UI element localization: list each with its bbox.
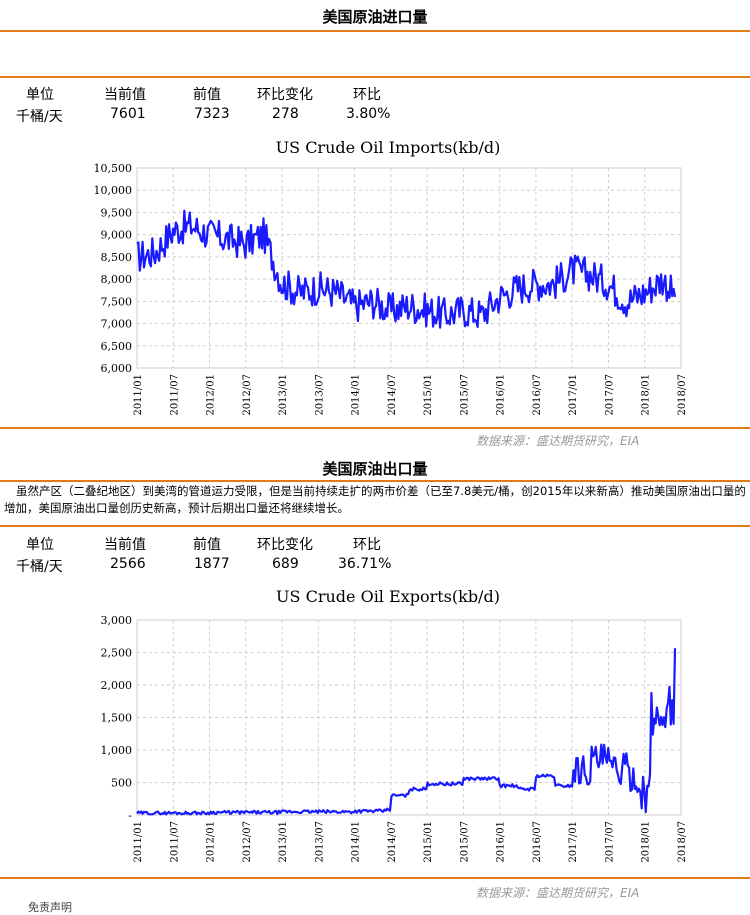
x-tick-label: 2018/07	[677, 374, 688, 416]
y-tick-label: 7,000	[101, 318, 133, 331]
y-tick-label: 7,500	[101, 295, 133, 308]
exports-table: 单位 当前值 前值 环比变化 环比 千桶/天 2566 1877 689 36.…	[0, 534, 750, 578]
plot-frame	[136, 167, 682, 369]
x-tick-label: 2013/07	[314, 374, 325, 416]
x-tick-label: 2014/01	[351, 374, 362, 416]
x-tick-label: 2012/07	[242, 374, 253, 416]
y-tick-label: 9,500	[101, 206, 133, 219]
disclaimer-heading: 免责声明	[28, 901, 72, 914]
imports-bottom-rule	[0, 427, 750, 429]
exports-chart: US Crude Oil Exports(kb/d) - 500 1,000 1,50…	[101, 587, 689, 863]
exports-value-unit: 千桶/天	[16, 559, 63, 575]
imports-source: 数据来源：盛达期货研究，EIA	[476, 434, 640, 448]
x-tick-label: 2014/07	[387, 374, 398, 416]
exports-header-unit: 单位	[26, 537, 54, 553]
exports-header-current: 当前值	[104, 537, 146, 553]
imports-table-rule	[0, 76, 750, 78]
imports-section-title: 美国原油进口量	[322, 8, 428, 26]
exports-value-change: 689	[272, 556, 299, 572]
y-tick-label: 10,000	[94, 184, 133, 197]
x-tick-label: 2011/01	[133, 821, 144, 863]
imports-header-current: 当前值	[104, 87, 146, 103]
x-tick-label: 2017/07	[604, 374, 615, 416]
y-tick-label: 9,000	[101, 229, 133, 242]
exports-bottom-rule	[0, 877, 750, 879]
x-tick-label: 2015/01	[423, 374, 434, 416]
y-tick-label: 3,000	[101, 614, 133, 627]
x-tick-label: 2015/01	[423, 821, 434, 863]
imports-header-change: 环比变化	[257, 87, 313, 103]
y-tick-label: 8,000	[101, 273, 133, 286]
x-tick-label: 2014/01	[351, 821, 362, 863]
exports-table-rule	[0, 525, 750, 527]
x-tick-label: 2017/01	[568, 821, 579, 863]
x-tick-label: 2012/01	[206, 374, 217, 416]
exports-commentary: 虽然产区（二叠纪地区）到美湾的管道运力受限，但是当前持续走扩的两市价差（已至7.…	[4, 484, 746, 515]
y-tick-label: 500	[111, 777, 132, 790]
exports-header-pct: 环比	[353, 537, 381, 553]
exports-header-previous: 前值	[193, 537, 221, 553]
imports-value-previous: 7323	[194, 106, 230, 122]
imports-header-previous: 前值	[193, 87, 221, 103]
y-tick-label: 6,000	[101, 362, 133, 375]
series-line	[136, 209, 677, 329]
x-tick-label: 2014/07	[387, 821, 398, 863]
x-tick-label: 2015/07	[459, 821, 470, 863]
y-tick-label: 1,500	[101, 712, 133, 725]
x-tick-label: 2016/01	[496, 374, 507, 416]
x-tick-label: 2012/01	[206, 821, 217, 863]
x-tick-label: 2013/07	[314, 821, 325, 863]
x-tick-label: 2015/07	[459, 374, 470, 416]
imports-chart: US Crude Oil Imports(kb/d) 6,000 6,500 7,0…	[94, 138, 689, 416]
exports-value-previous: 1877	[194, 556, 230, 572]
exports-value-pct: 36.71%	[338, 556, 392, 572]
x-tick-label: 2011/01	[133, 374, 144, 416]
exports-source: 数据来源：盛达期货研究，EIA	[476, 886, 640, 900]
series-line	[136, 648, 677, 816]
x-tick-label: 2016/07	[532, 821, 543, 863]
x-tick-label: 2013/01	[278, 374, 289, 416]
y-tick-label: 6,500	[101, 340, 133, 353]
imports-value-unit: 千桶/天	[16, 109, 63, 125]
imports-header-pct: 环比	[353, 87, 381, 103]
y-tick-label: 8,500	[101, 251, 133, 264]
exports-title-rule	[0, 480, 750, 482]
exports-value-current: 2566	[110, 556, 146, 572]
x-tick-label: 2018/07	[677, 821, 688, 863]
exports-header-change: 环比变化	[257, 537, 313, 553]
x-tick-label: 2016/01	[496, 821, 507, 863]
x-tick-label: 2017/07	[604, 821, 615, 863]
imports-table: 单位 当前值 前值 环比变化 环比 千桶/天 7601 7323 278 3.8…	[0, 84, 750, 128]
x-tick-label: 2018/01	[641, 374, 652, 416]
imports-chart-title: US Crude Oil Imports(kb/d)	[276, 138, 501, 157]
imports-value-current: 7601	[110, 106, 146, 122]
y-tick-label: -	[128, 809, 132, 822]
x-tick-label: 2017/01	[568, 374, 579, 416]
x-tick-label: 2012/07	[242, 821, 253, 863]
x-tick-label: 2016/07	[532, 374, 543, 416]
imports-value-pct: 3.80%	[346, 106, 391, 122]
exports-chart-title: US Crude Oil Exports(kb/d)	[276, 587, 500, 606]
y-tick-label: 2,500	[101, 647, 133, 660]
y-tick-label: 10,500	[94, 162, 133, 175]
x-tick-label: 2011/07	[169, 821, 180, 863]
imports-value-change: 278	[272, 106, 299, 122]
x-tick-label: 2013/01	[278, 821, 289, 863]
exports-section-title: 美国原油出口量	[322, 460, 428, 478]
imports-title-rule	[0, 30, 750, 32]
x-tick-label: 2018/01	[641, 821, 652, 863]
y-tick-label: 1,000	[101, 744, 133, 757]
x-tick-label: 2011/07	[169, 374, 180, 416]
y-tick-label: 2,000	[101, 679, 133, 692]
imports-header-unit: 单位	[26, 87, 54, 103]
